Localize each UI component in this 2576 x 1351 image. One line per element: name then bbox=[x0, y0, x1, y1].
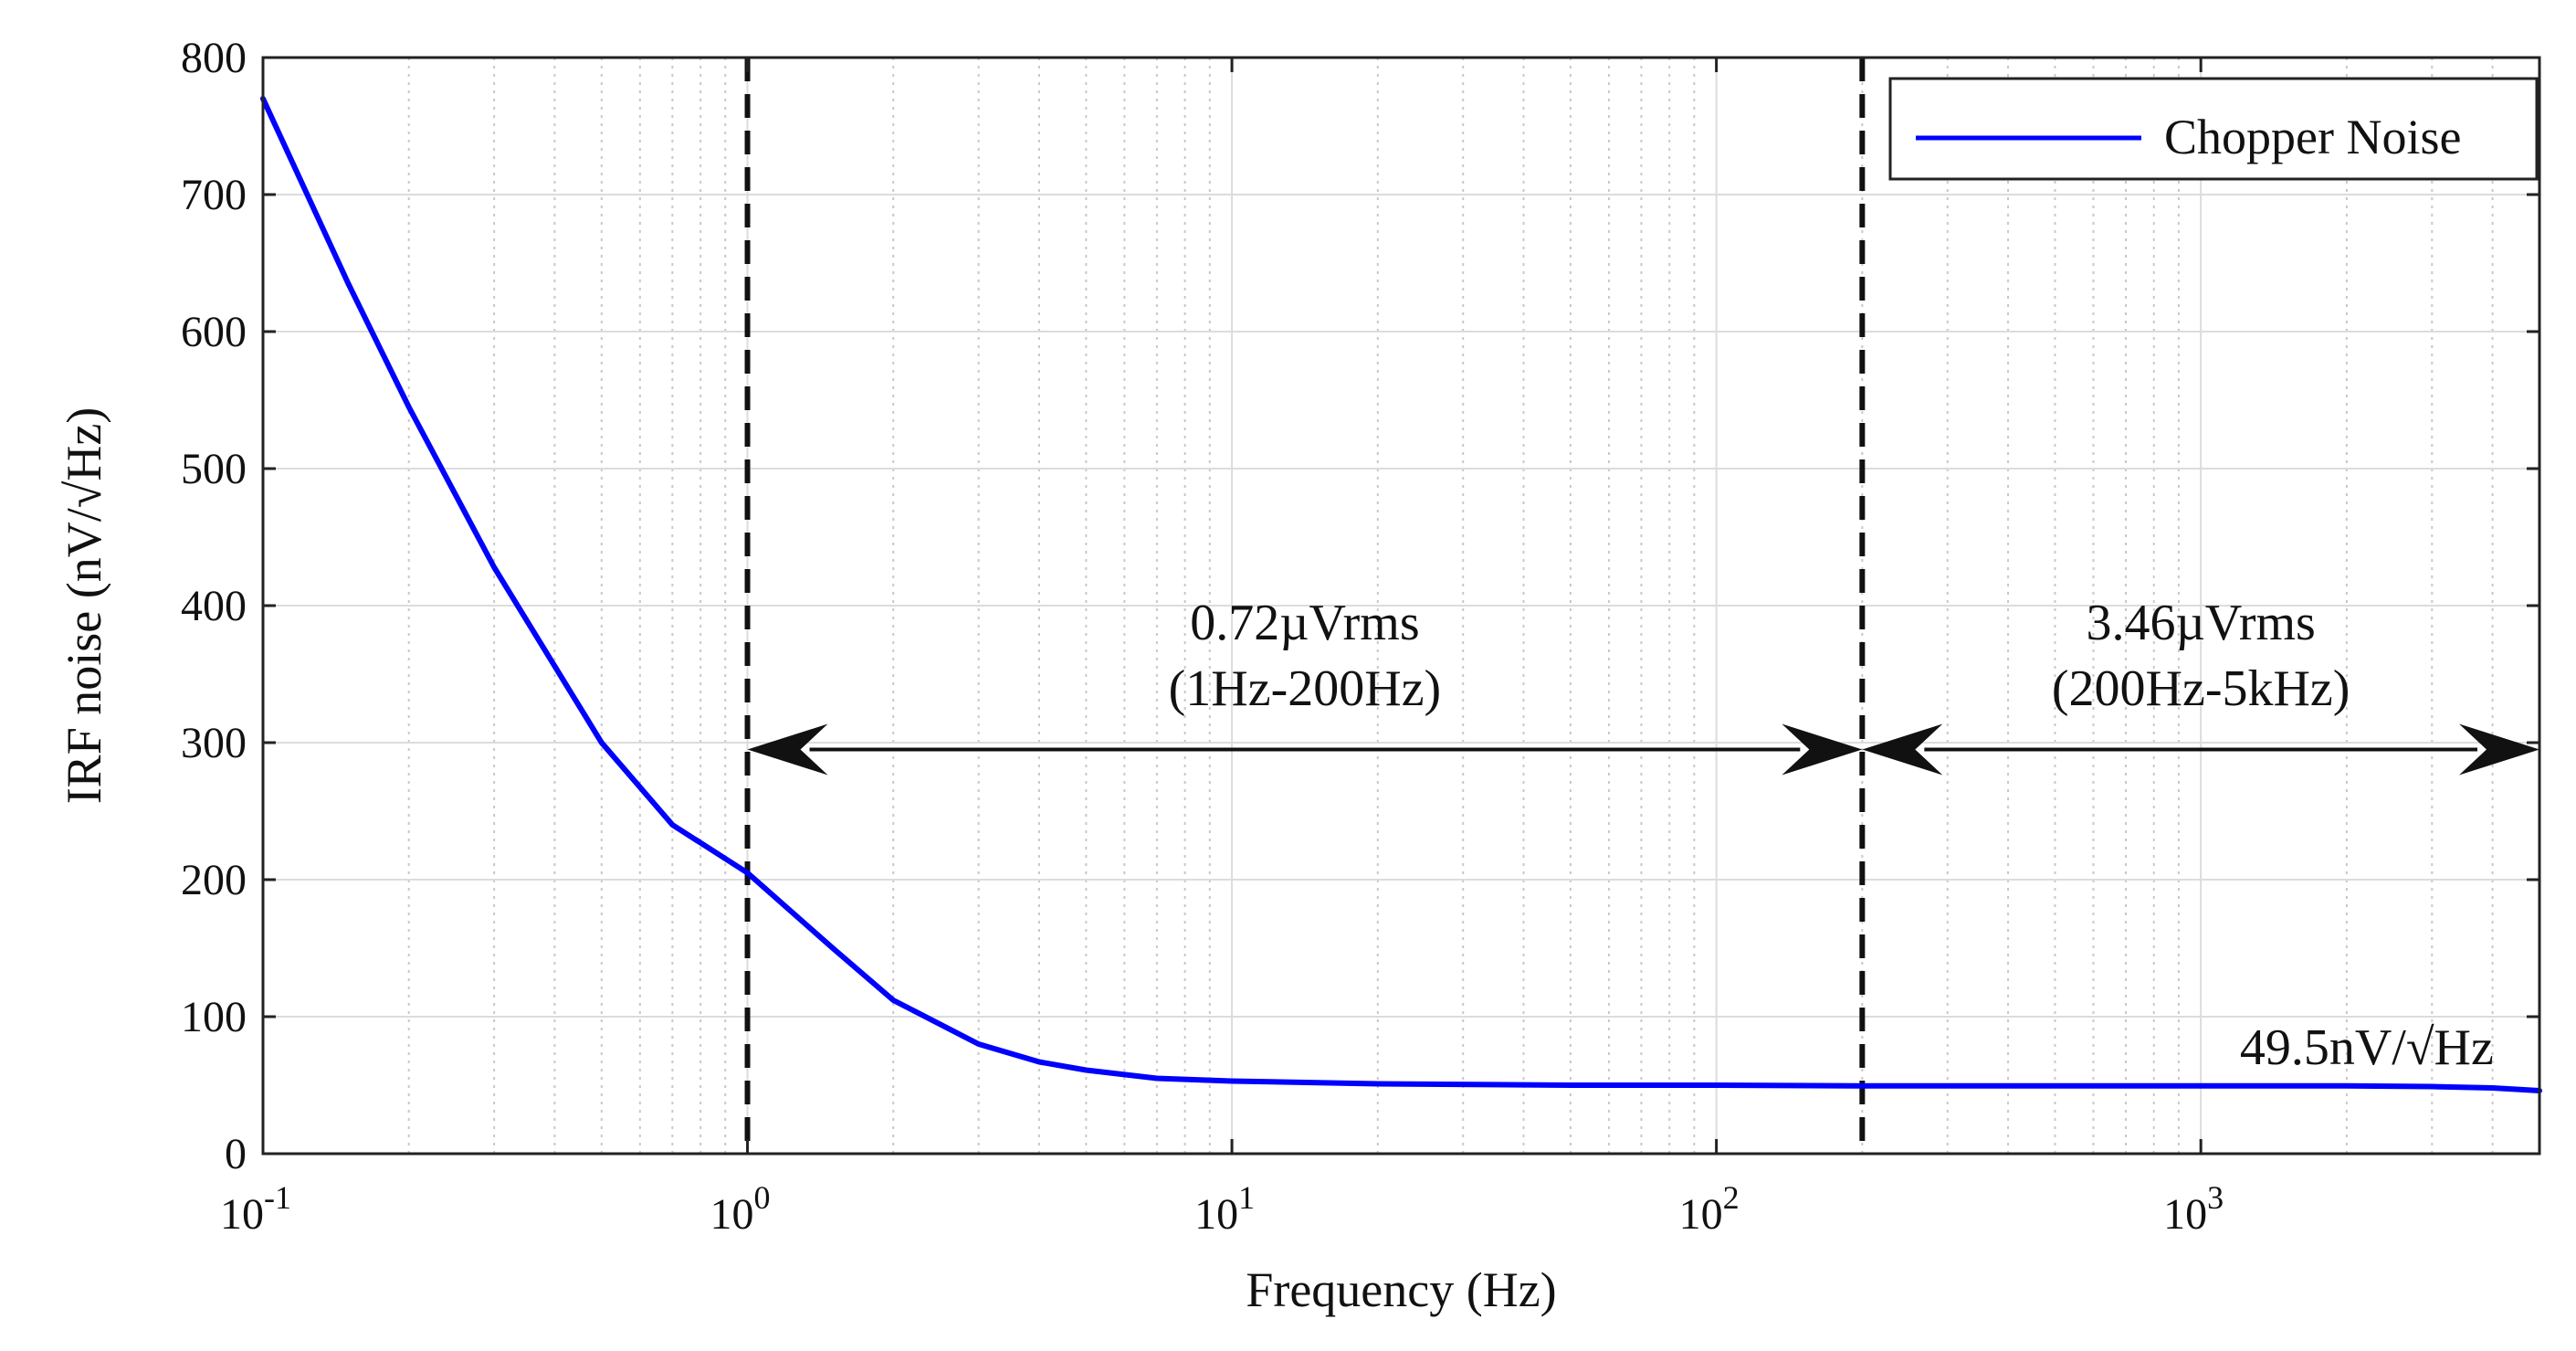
legend-label-chopper-noise: Chopper Noise bbox=[2164, 110, 2461, 164]
y-tick-label: 400 bbox=[181, 582, 247, 630]
y-tick-label: 100 bbox=[181, 993, 247, 1041]
x-axis-title: Frequency (Hz) bbox=[1246, 1262, 1556, 1317]
x-tick-label: 101 bbox=[1194, 1179, 1255, 1239]
y-tick-labels: 0 100 200 300 400 500 600 700 800 bbox=[181, 34, 2539, 1178]
x-tick-label: 102 bbox=[1679, 1179, 1740, 1239]
y-tick-label: 700 bbox=[181, 171, 247, 219]
y-tick-label: 200 bbox=[181, 856, 247, 904]
y-tick-label: 300 bbox=[181, 719, 247, 767]
noise-floor-label: 49.5nV/√Hz bbox=[2240, 1019, 2494, 1076]
grid bbox=[262, 57, 2539, 1155]
band1-arrow-head-right bbox=[1782, 723, 1863, 776]
legend[interactable]: Chopper Noise bbox=[1888, 77, 2539, 181]
x-tick-label: 103 bbox=[2163, 1179, 2224, 1239]
band2-range-label: (200Hz-5kHz) bbox=[2052, 660, 2350, 717]
series-layer bbox=[260, 96, 2542, 1093]
band1-arrow-head-left bbox=[747, 723, 828, 776]
y-tick-label: 800 bbox=[181, 34, 247, 82]
band1-rms-value: 0.72µVrms bbox=[1190, 595, 1419, 651]
x-tick-label: 10-1 bbox=[220, 1179, 291, 1239]
y-axis-title: IRF noise (nV/√Hz) bbox=[57, 407, 111, 805]
band2-rms-value: 3.46µVrms bbox=[2086, 595, 2315, 651]
x-tick-labels: 10-1 100 101 102 103 bbox=[220, 58, 2224, 1239]
legend-box bbox=[1888, 77, 2539, 181]
band1-range-label: (1Hz-200Hz) bbox=[1169, 660, 1442, 717]
reference-lines bbox=[744, 58, 1866, 1154]
y-tick-label: 500 bbox=[181, 445, 247, 493]
annotation-arrows bbox=[747, 723, 2539, 776]
y-tick-label: 0 bbox=[225, 1130, 247, 1178]
band2-arrow-head-left bbox=[1862, 723, 1943, 776]
series-line-chopper-noise bbox=[260, 96, 2542, 1093]
y-tick-label: 600 bbox=[181, 308, 247, 356]
band2-arrow-head-right bbox=[2459, 723, 2539, 776]
x-tick-label: 100 bbox=[710, 1179, 771, 1239]
